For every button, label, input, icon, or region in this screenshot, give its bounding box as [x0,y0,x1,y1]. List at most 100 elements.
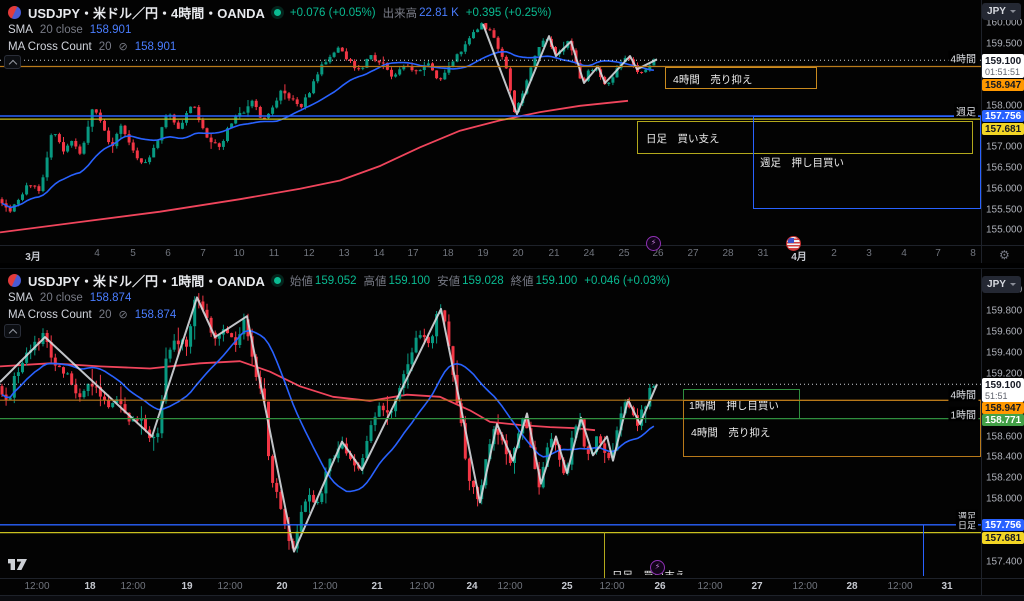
time-axis-tick: 27 [751,581,763,592]
long-ma-line [0,360,596,432]
us-economic-event-icon[interactable] [786,236,801,251]
symbol-row[interactable]: USDJPY・米ドル／円・4時間・OANDA +0.076 (+0.05%) 出… [8,4,551,21]
indicator-name: SMA [8,23,33,36]
volume-group: 出来高 22.81 K [383,5,459,21]
time-axis-tick: 28 [846,581,858,592]
symbol-title[interactable]: USDJPY・米ドル／円・1時間・OANDA [28,274,265,289]
symbol-row[interactable]: USDJPY・米ドル／円・1時間・OANDA 始値 159.052 高値 159… [8,272,670,289]
time-axis-tick: 17 [407,248,419,259]
time-axis-tick: 27 [687,248,699,259]
time-axis-tick: 21 [548,248,560,259]
level-side-label: 1時間 [948,406,978,422]
chevron-down-icon [1009,283,1016,286]
annotation-box[interactable]: 4時間 売り抑え [665,67,817,89]
price-label-box: 157.681 [982,532,1024,544]
market-status-dot [273,9,281,16]
instrument-icon [8,274,21,287]
time-axis-tick: 4 [901,248,907,259]
price-change: +0.076 (+0.05%) [289,6,376,19]
price-scale-label: 160.000 [986,17,1023,29]
time-axis-tick: 3月 [25,252,41,263]
annotation-box[interactable]: 週足 押し目買い [753,116,981,209]
time-axis-tick: 28 [722,248,734,259]
indicator-row-sma[interactable]: SMA 20 close 158.874 [8,289,670,306]
indicator-value: 158.901 [89,23,132,36]
annotation-label: 4時間 売り抑え [691,427,771,439]
annotation-label: 4時間 売り抑え [673,74,753,86]
annotation-label: 日足 買い支え [612,568,686,575]
price-scale-label: 155.500 [986,204,1023,216]
level-side-label: 4時間 [948,50,978,66]
economic-event-lightning-icon[interactable]: ⚡ [646,236,661,251]
price-scale-label: 155.000 [986,224,1023,236]
time-axis-separator [0,245,1024,246]
time-axis-tick: 19 [477,248,489,259]
time-axis-tick: 24 [466,581,478,592]
time-axis-tick: 12:00 [120,581,146,592]
collapse-indicators-button[interactable] [4,55,21,69]
time-axis-tick: 12:00 [409,581,435,592]
indicator-row-ma-cross[interactable]: MA Cross Count 20 ⊘ 158.874 [8,306,670,323]
price-scale-separator[interactable] [981,0,982,263]
time-axis-tick: 18 [84,581,96,592]
currency-dropdown[interactable]: JPY [982,276,1021,293]
indicator-params: 20 [98,40,112,53]
symbol-title[interactable]: USDJPY・米ドル／円・4時間・OANDA [28,6,265,21]
time-axis-tick: 31 [757,248,769,259]
level-side-label: 日足 [955,518,978,532]
price-label-box: 157.681 [982,123,1024,135]
disabled-icon[interactable]: ⊘ [118,41,128,53]
annotation-box[interactable]: 日足 買い支え [637,121,973,154]
time-axis-tick: 12:00 [312,581,338,592]
disabled-icon[interactable]: ⊘ [118,309,128,321]
chart-canvas-1h[interactable] [0,268,981,578]
time-axis-tick: 11 [268,248,280,259]
pane-divider[interactable] [0,263,1024,269]
time-axis-tick: 7 [200,248,206,259]
time-axis[interactable]: 12:00 18 12:00 19 12:00 20 12:00 21 12:00 24 12:00… [0,578,981,596]
chevron-up-icon [8,59,17,69]
price-label-box: 159.100 01:51:51 [982,54,1024,78]
time-axis-tick: 18 [442,248,454,259]
collapse-indicators-button[interactable] [4,324,21,338]
open-label: 始値 [289,275,313,288]
annotation-vline[interactable] [923,525,924,576]
annotation-box[interactable]: 日足 買い支え [610,565,730,575]
time-axis-tick: 20 [276,581,288,592]
axis-settings-gear-icon[interactable]: ⚙ [999,248,1010,262]
price-scale-label: 158.000 [986,100,1023,112]
market-status-dot [273,277,281,284]
currency-dropdown[interactable]: JPY [982,3,1021,20]
time-axis-tick: 12:00 [217,581,243,592]
volume-value: 22.81 K [419,6,459,19]
price-scale-label: 158.000 [986,493,1023,505]
price-label-box: 158.947 [982,79,1024,91]
price-scale-separator[interactable] [981,268,982,595]
time-axis[interactable]: 3月 4 5 6 7 10 11 12 13 14 17 18 19 20 21 24 25 26 27 28 31 4月… [0,245,981,263]
close-label: 終値 [510,275,534,288]
time-axis-tick: 12:00 [887,581,913,592]
time-axis-tick: 8 [970,248,976,259]
economic-event-lightning-icon[interactable]: ⚡ [650,560,665,575]
annotation-box[interactable] [604,532,981,578]
currency-label: JPY [987,6,1006,17]
legend-4h: USDJPY・米ドル／円・4時間・OANDA +0.076 (+0.05%) 出… [8,4,551,55]
time-axis-tick: 12:00 [792,581,818,592]
zigzag-line [0,296,658,553]
indicator-params: 20 close [39,23,83,36]
time-axis-tick: 3 [866,248,872,259]
time-axis-tick: 12:00 [697,581,723,592]
bottom-panel-edge [0,595,1024,601]
tradingview-logo [8,559,27,570]
price-scale-label: 159.600 [986,326,1023,338]
price-label-box: 158.771 [982,414,1024,426]
close-value: 159.100 [535,274,578,287]
annotation-box[interactable]: 4時間 売り抑え [683,400,981,457]
high-value: 159.100 [388,274,431,287]
price-scale-label: 158.600 [986,431,1023,443]
indicator-row-ma-cross[interactable]: MA Cross Count 20 ⊘ 158.901 [8,38,551,55]
time-axis-tick: 5 [130,248,136,259]
indicator-row-sma[interactable]: SMA 20 close 158.901 [8,21,551,38]
sma-line [1,329,655,493]
